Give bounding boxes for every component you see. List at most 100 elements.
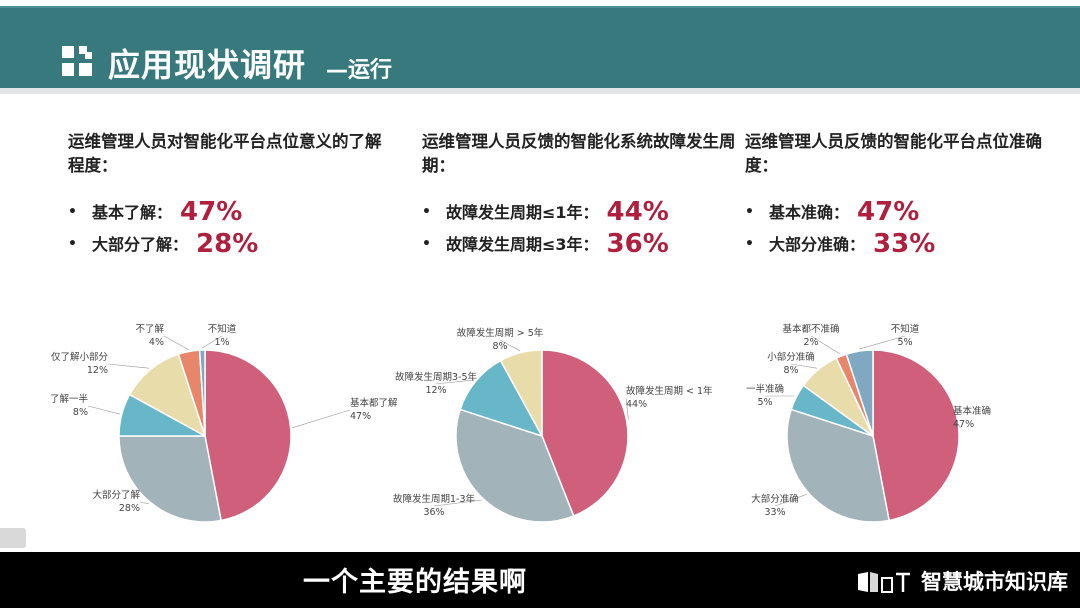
- slice-value: 33%: [764, 507, 785, 518]
- slice-value: 4%: [149, 337, 164, 348]
- leader-line: [87, 405, 120, 415]
- leader-line: [107, 363, 149, 369]
- pie-slice: [118, 435, 222, 523]
- leader-line: [139, 501, 149, 505]
- bullet-icon: •: [745, 236, 754, 252]
- stat-list: • 基本了解： 47% • 大部分了解： 28%: [68, 196, 388, 260]
- slice-value: 1%: [214, 337, 229, 348]
- stat-label: 基本了解：: [92, 203, 173, 222]
- slice-value: 5%: [757, 397, 772, 408]
- question-text: 运维管理人员对智能化平台点位意义的了解程度：: [68, 132, 382, 175]
- slice-label: 不知道: [891, 323, 920, 335]
- slice-label: 故障发生周期3-5年: [395, 371, 478, 383]
- stat-item: • 基本了解： 47%: [68, 196, 388, 228]
- stat-percent: 47%: [180, 197, 243, 227]
- slice-label: 小部分准确: [767, 351, 815, 363]
- pie-chart-svg: 基本都了解 47% 大部分了解 28% 了解一半 8% 仅了解小部分 12% 不了解 4% 不知道 1…: [50, 323, 398, 523]
- book-logo-icon: [856, 570, 912, 594]
- pie-slice: [455, 408, 575, 523]
- stat-item: • 大部分准确： 33%: [745, 228, 1065, 260]
- grid-logo-icon: [62, 46, 92, 76]
- stat-percent: 28%: [196, 229, 259, 259]
- slice-label: 基本都不准确: [782, 323, 839, 335]
- question-text: 运维管理人员反馈的智能化平台点位准确度：: [745, 132, 1042, 175]
- video-caption: 一个主要的结果啊: [303, 567, 527, 598]
- stat-label: 故障发生周期≤1年：: [446, 203, 599, 222]
- slice-value: 12%: [425, 385, 446, 396]
- stat-percent: 33%: [873, 229, 936, 259]
- pie-slice: [786, 408, 890, 523]
- leader-line: [433, 499, 482, 507]
- slice-value: 2%: [803, 337, 818, 348]
- stat-percent: 44%: [606, 197, 669, 227]
- slice-label: 不知道: [208, 323, 237, 335]
- leader-line: [435, 379, 475, 385]
- slice-value: 8%: [492, 341, 507, 352]
- leader-line: [790, 363, 817, 369]
- brand-name: 智慧城市知识库: [921, 570, 1068, 594]
- pie-chart-fault-cycle: 故障发生周期 < 1年 44% 故障发生周期1-3年 36% 故障发生周期3-5年 12%…: [370, 318, 713, 548]
- header-band: [0, 6, 1080, 94]
- bullet-icon: •: [68, 204, 77, 220]
- slice-label: 大部分了解: [92, 489, 140, 501]
- leader-line: [810, 335, 841, 355]
- leader-line: [952, 417, 961, 428]
- stat-list: • 基本准确： 47% • 大部分准确： 33%: [745, 196, 1065, 260]
- slice-value: 44%: [626, 399, 647, 410]
- stat-label: 大部分准确：: [769, 235, 866, 254]
- stat-item: • 基本准确： 47%: [745, 196, 1065, 228]
- column-awareness: 运维管理人员对智能化平台点位意义的了解程度： • 基本了解： 47% • 大部分了解：…: [68, 130, 388, 260]
- slice-label: 故障发生周期 > 5年: [457, 327, 544, 339]
- pie-slice: [499, 349, 543, 437]
- pie-chart-svg: 故障发生周期 < 1年 44% 故障发生周期1-3年 36% 故障发生周期3-5年 12%…: [393, 327, 713, 523]
- slice-value: 8%: [73, 407, 88, 418]
- leader-line: [859, 335, 906, 350]
- leader-line: [499, 339, 521, 352]
- page-title: 应用现状调研: [108, 46, 307, 84]
- slice-label: 基本都了解: [350, 397, 398, 409]
- leader-line: [625, 397, 629, 420]
- stat-list: • 故障发生周期≤1年： 44% • 故障发生周期≤3年： 36%: [422, 196, 742, 260]
- pie-chart-awareness: 基本都了解 47% 大部分了解 28% 了解一半 8% 仅了解小部分 12% 不了解 4% 不知道 1…: [50, 318, 400, 548]
- stat-item: • 故障发生周期≤1年： 44%: [422, 196, 742, 228]
- pie-slice: [459, 359, 544, 438]
- bullet-icon: •: [68, 236, 77, 252]
- bullet-icon: •: [745, 204, 754, 220]
- bullet-icon: •: [422, 204, 431, 220]
- leader-line: [774, 493, 808, 507]
- slice-label: 基本准确: [953, 405, 991, 417]
- bullet-icon: •: [422, 236, 431, 252]
- slice-value: 28%: [119, 503, 140, 514]
- pie-slice: [204, 349, 292, 522]
- page-subtitle: —运行: [326, 58, 393, 83]
- leader-line: [202, 335, 223, 349]
- pie-slice: [872, 349, 960, 522]
- stat-label: 大部分了解：: [92, 235, 189, 254]
- slice-value: 47%: [953, 419, 974, 430]
- slice-label: 一半准确: [746, 383, 784, 395]
- slice-value: 36%: [423, 507, 444, 518]
- pie-slice: [128, 353, 207, 438]
- slice-label: 了解一半: [50, 393, 88, 405]
- stat-item: • 故障发生周期≤3年： 36%: [422, 228, 742, 260]
- question-text: 运维管理人员反馈的智能化系统故障发生周期：: [422, 132, 736, 175]
- stat-percent: 36%: [606, 229, 669, 259]
- slice-value: 5%: [897, 337, 912, 348]
- column-accuracy: 运维管理人员反馈的智能化平台点位准确度： • 基本准确： 47% • 大部分准确： 33…: [745, 130, 1065, 260]
- slice-label: 不了解: [135, 323, 164, 335]
- pie-slice: [541, 349, 629, 517]
- slice-label: 故障发生周期 < 1年: [626, 385, 713, 397]
- stat-percent: 47%: [857, 197, 920, 227]
- watermark-brand: 智慧城市知识库: [856, 566, 1068, 596]
- slice-label: 大部分准确: [751, 493, 799, 505]
- pie-slice: [845, 349, 874, 437]
- side-panel-tab[interactable]: [0, 528, 26, 548]
- stat-label: 故障发生周期≤3年：: [446, 235, 599, 254]
- leader-line: [292, 409, 351, 428]
- pie-chart-accuracy: 基本准确 47% 大部分准确 33% 一半准确 5% 小部分准确 8% 基本都不准确 2% 不知道 5…: [735, 318, 1075, 548]
- slice-value: 47%: [350, 411, 371, 422]
- slice-label: 仅了解小部分: [51, 351, 109, 363]
- pie-slice: [198, 349, 206, 437]
- pie-chart-svg: 基本准确 47% 大部分准确 33% 一半准确 5% 小部分准确 8% 基本都不准确 2% 不知道 5…: [746, 323, 991, 523]
- slide: 应用现状调研 —运行 运维管理人员对智能化平台点位意义的了解程度： • 基本了解：…: [0, 0, 1080, 552]
